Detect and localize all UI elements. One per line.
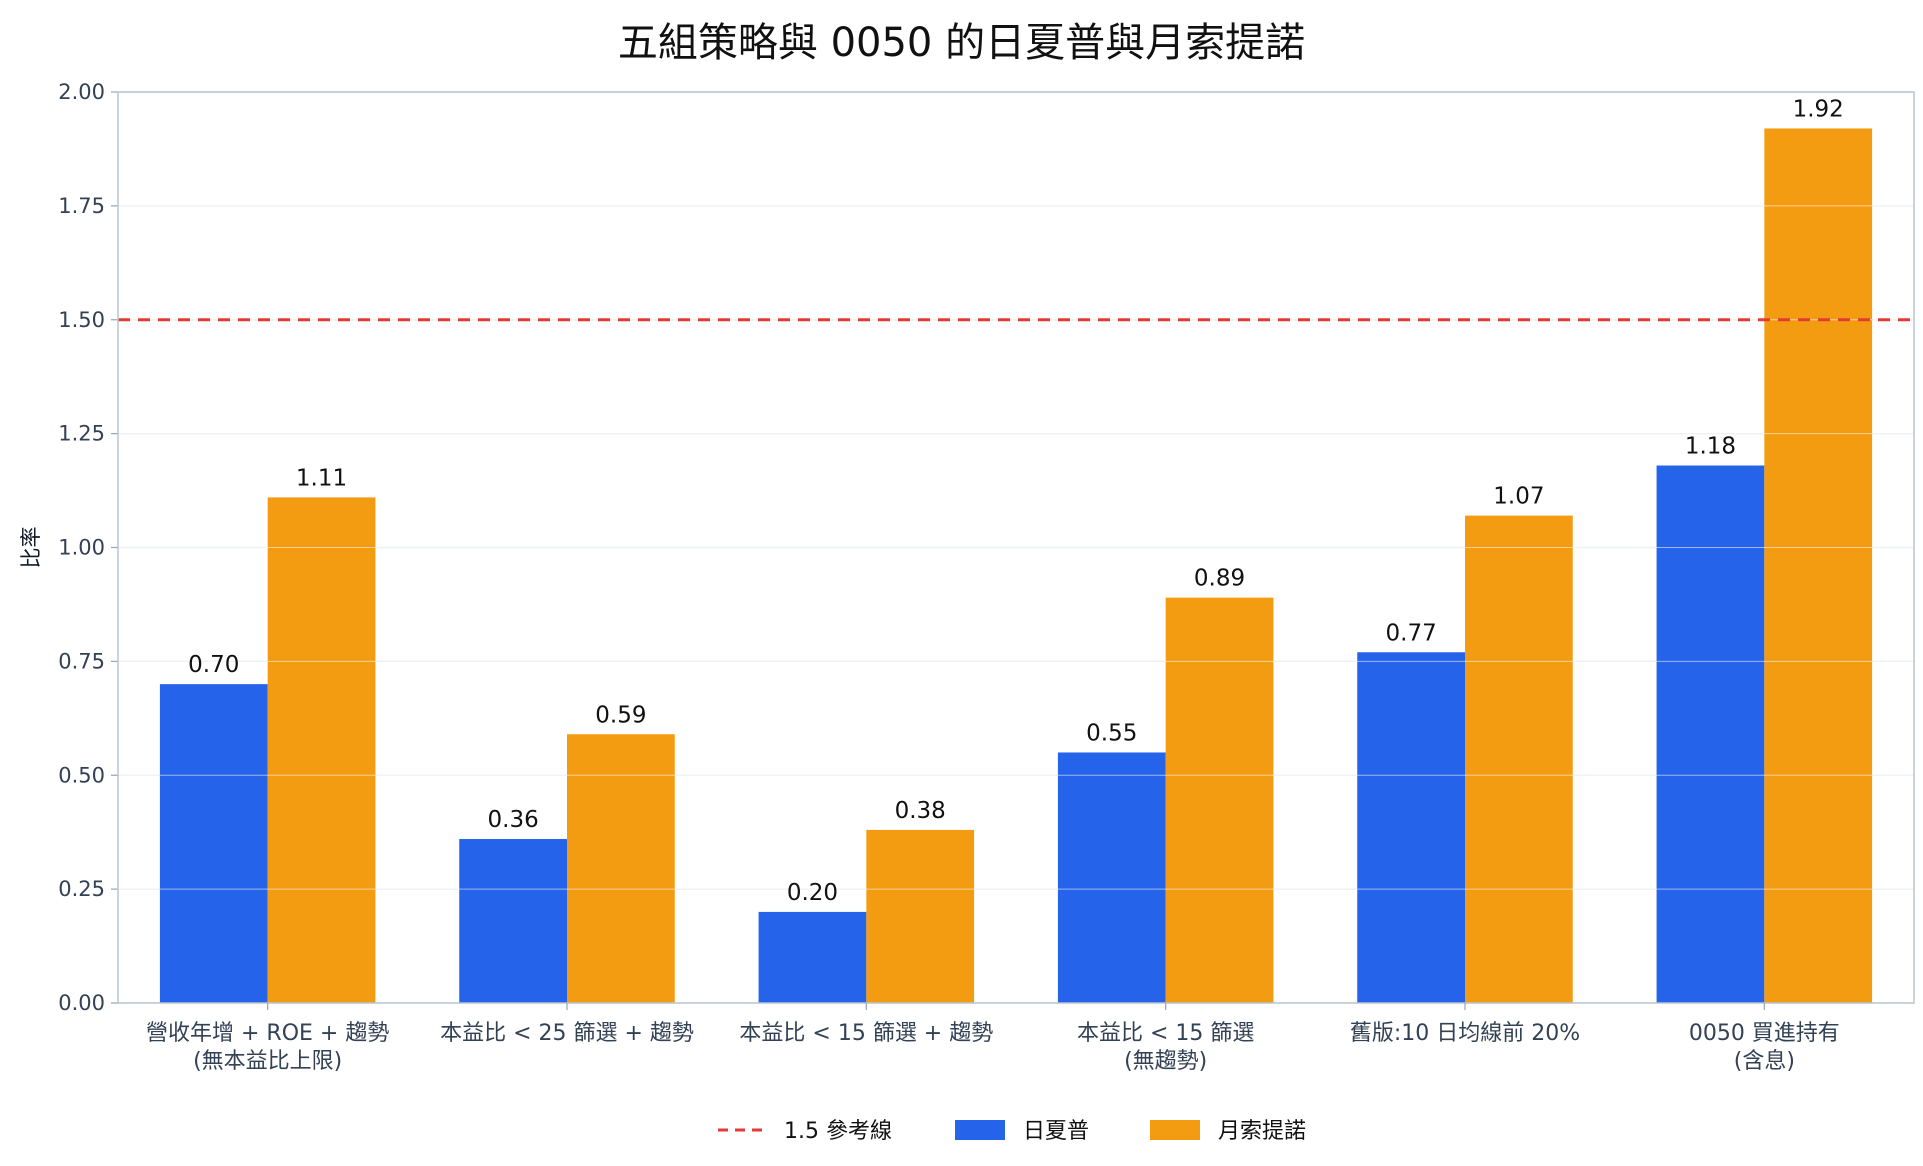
data-labels: 0.70 1.11 0.36 0.59 0.20 0.38 0.55 0.89 0.77 1.07… xyxy=(188,96,1844,905)
x-tick-label: (無趨勢) xyxy=(1124,1049,1207,1074)
legend-reference-label: 1.5 參考線 xyxy=(784,1119,892,1144)
chart-title: 五組策略與 0050 的日夏普與月索提諾 xyxy=(617,20,1306,66)
y-tick-label: 1.00 xyxy=(58,536,105,560)
y-tick-label: 1.75 xyxy=(58,194,105,218)
plot-frame xyxy=(117,91,1915,1004)
legend-swatch xyxy=(955,1120,1005,1140)
bar-sharpe xyxy=(1357,652,1465,1003)
legend-label: 日夏普 xyxy=(1023,1119,1089,1144)
x-tick-label: (含息) xyxy=(1734,1049,1795,1074)
y-tick-label: 1.50 xyxy=(58,308,105,332)
y-tick-label: 0.75 xyxy=(58,649,105,673)
x-tick-label: 本益比 < 25 篩選 + 趨勢 xyxy=(440,1021,694,1046)
bar-sortino xyxy=(1465,515,1573,1003)
data-label: 0.55 xyxy=(1086,720,1137,746)
data-label: 1.07 xyxy=(1493,484,1544,510)
y-tick-label: 0.25 xyxy=(58,877,105,901)
x-tick-label: 舊版:10 日均線前 20% xyxy=(1350,1021,1580,1046)
data-label: 0.59 xyxy=(595,702,646,728)
y-tick-label: 0.50 xyxy=(58,763,105,787)
y-axis-label: 比率 xyxy=(19,527,43,569)
x-tick-label: 營收年增 + ROE + 趨勢 xyxy=(146,1021,389,1046)
x-tick-label: 本益比 < 15 篩選 xyxy=(1077,1021,1254,1046)
bar-sortino xyxy=(267,497,376,1003)
x-tick-label: (無本益比上限) xyxy=(193,1049,342,1074)
data-label: 0.70 xyxy=(188,652,239,678)
bar-sortino xyxy=(1165,597,1274,1003)
bars xyxy=(118,91,1914,1003)
data-label: 0.36 xyxy=(488,807,539,833)
y-tick-label: 1.25 xyxy=(58,422,105,446)
x-tick-label: 0050 買進持有 xyxy=(1689,1021,1840,1046)
bar-sortino xyxy=(1764,128,1873,1003)
legend-label: 月索提諾 xyxy=(1218,1119,1306,1144)
x-tick-label: 本益比 < 15 篩選 + 趨勢 xyxy=(739,1021,993,1046)
bar-sortino xyxy=(866,829,975,1003)
data-label: 1.18 xyxy=(1685,434,1736,460)
data-label: 0.89 xyxy=(1194,566,1245,592)
gridlines xyxy=(118,91,1914,890)
y-tick-label: 0.00 xyxy=(58,991,105,1015)
bar-sharpe xyxy=(1656,465,1765,1003)
data-label: 1.11 xyxy=(296,465,347,491)
data-label: 0.38 xyxy=(895,798,946,824)
y-tick-label: 2.00 xyxy=(58,80,105,104)
legend-swatch xyxy=(1150,1120,1200,1140)
data-label: 1.92 xyxy=(1793,96,1844,122)
axes: 0.00 0.25 0.50 0.75 1.00 1.25 1.50 1.75 2.00 比率營收… xyxy=(19,80,1915,1074)
bar-sortino xyxy=(567,734,675,1003)
legend: 1.5 參考線 日夏普 月索提諾 xyxy=(718,1119,1306,1144)
bar-sharpe xyxy=(459,839,567,1003)
bar-sharpe xyxy=(758,911,867,1003)
data-label: 0.77 xyxy=(1386,620,1437,646)
bar-sharpe xyxy=(1057,752,1166,1003)
bar-sharpe xyxy=(159,684,268,1003)
data-label: 0.20 xyxy=(787,880,838,906)
